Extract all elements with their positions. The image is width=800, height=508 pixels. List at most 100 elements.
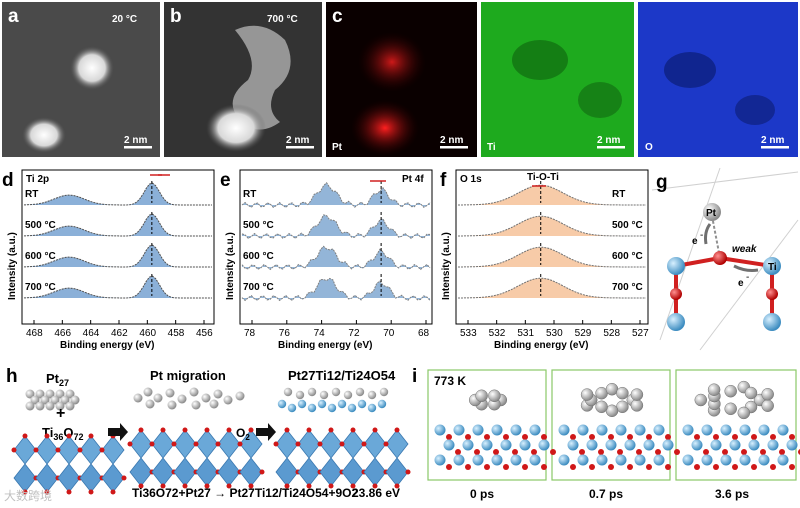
o-atom [44,433,50,439]
ti-atom [596,424,608,436]
octahedron [363,457,387,487]
spectrum-line [23,213,212,237]
octahedron [13,435,37,465]
spectrum-title: O 1s [460,174,482,185]
x-tick-label: 460 [139,328,156,339]
o-atom [55,447,61,453]
o-atom [531,449,537,455]
electron-label: e [692,236,698,247]
spectra-traces: RT 500 °C 600 °C 700 °C [23,181,212,299]
plot-frame [21,169,215,325]
atom [337,399,347,409]
atom [209,399,219,409]
o-atom [372,427,378,433]
scale-label: 2 nm [286,135,309,146]
ti-atom [586,439,598,451]
trace-label: 700 °C [243,282,274,293]
plus-sign: + [56,405,65,422]
atom [367,403,377,413]
pt-atom [761,399,774,412]
o-atom [732,434,738,440]
o-atom [789,464,795,470]
ti-atom [624,439,636,451]
o-atom [598,449,604,455]
scale-label: 2 nm [124,135,147,146]
watermark: 大数跨境 [4,488,52,503]
particle-blob [70,46,114,90]
spectrum-line [241,245,431,271]
ti-atom [710,439,722,451]
o-atom [522,434,528,440]
ti-atom [538,439,550,451]
atom [40,395,50,405]
octahedron [341,457,365,487]
o-atom [284,483,290,489]
octahedron [319,457,343,487]
ti-atom [701,454,713,466]
trace-label: 500 °C [243,220,274,231]
x-tick-label: 462 [111,328,128,339]
tio2-slab [127,427,265,489]
atom [35,389,45,399]
ti-atom [634,454,646,466]
o-atom [713,464,719,470]
ti-atom [491,424,503,436]
o-atom [160,427,166,433]
fit-area [242,246,430,270]
o-atom [394,483,400,489]
fit-area [24,183,212,205]
x-tick-label: 527 [632,328,649,339]
x-tick-label: 68 [418,328,430,339]
o-atom [522,464,528,470]
o-atom [627,434,633,440]
time-label: 0.7 ps [589,487,623,501]
x-axis-label: Binding energy (eV) [494,340,588,351]
ti-atom [763,257,781,275]
o-atom [474,449,480,455]
ti-atom [596,454,608,466]
tio2-label: Ti36O72 [42,425,83,442]
panel-i-label: i [412,366,417,387]
o-atom [665,464,671,470]
ti-atom [434,454,446,466]
ti-atom [434,424,446,436]
o-atom [766,288,778,300]
spectrum-line [458,184,646,206]
x-tick-label: 70 [383,328,395,339]
octahedron [275,457,299,487]
octahedron [297,429,321,459]
o-atom [372,483,378,489]
o-atom [760,449,766,455]
time-label: 3.6 ps [715,487,749,501]
atom [25,401,35,411]
ti-atom [567,439,579,451]
spectrum-line [241,277,431,302]
trace-label: 500 °C [612,220,643,231]
o-atom [33,447,39,453]
trace-label: 600 °C [612,251,643,262]
x-tick-label: 532 [489,328,506,339]
ti-atom [667,313,685,331]
atom [167,400,177,410]
octahedron [57,463,81,493]
y-axis-label: Intensity (a.u.) [7,232,18,300]
o-atom [732,464,738,470]
o-atom [455,449,461,455]
panel-h: h Pt27 + Ti36O72 Pt migration O2 Pt27Ti1… [6,366,411,500]
octahedron [275,429,299,459]
o-atom [589,434,595,440]
trace-label: 500 °C [25,220,56,231]
x-tick-label: 78 [244,328,256,339]
pt-cluster [25,389,80,411]
trace-label: RT [243,189,256,200]
o-atom [465,434,471,440]
o-atom [751,434,757,440]
octahedron [385,429,409,459]
o-atom [66,489,72,495]
ti-atom [786,439,798,451]
product-title: Pt27Ti12/Ti24O54 [288,368,396,383]
o-atom [121,475,127,481]
panel-a: a 20 °C 2 nm [2,2,160,157]
ti-atom [777,424,789,436]
atom [307,387,317,397]
